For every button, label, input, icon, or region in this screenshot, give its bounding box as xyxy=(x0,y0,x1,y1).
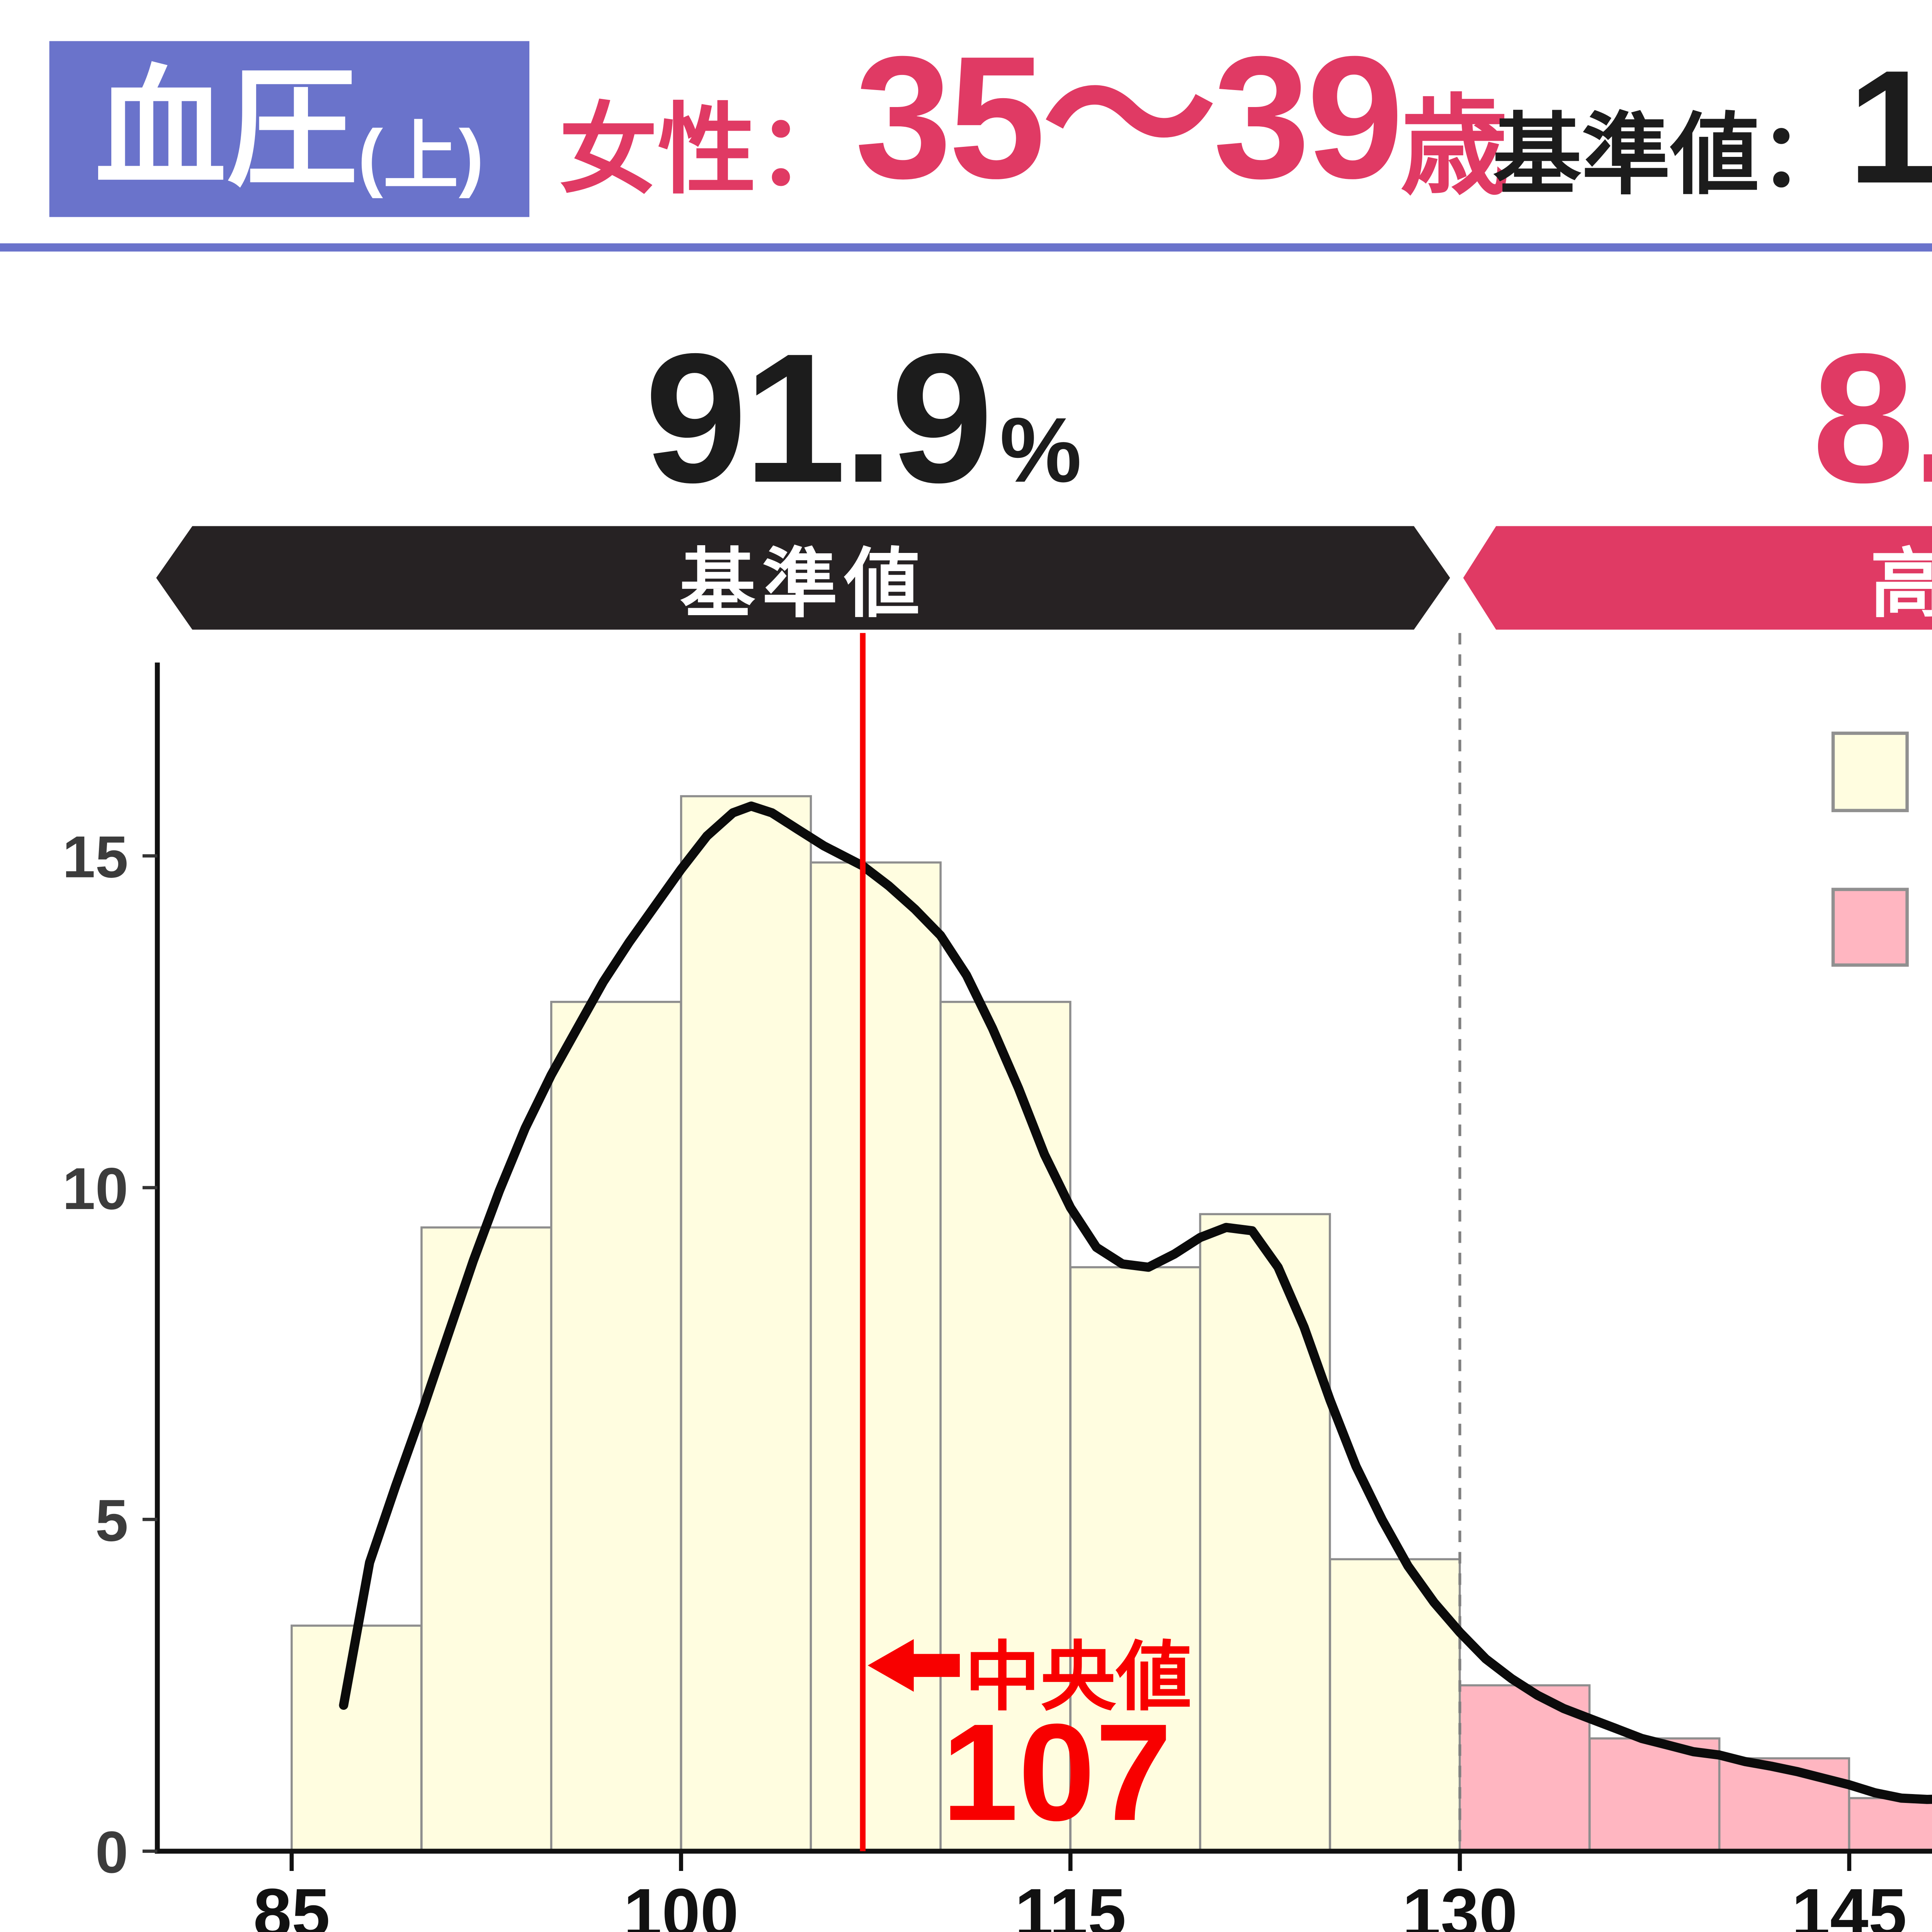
subject-label: 女性： xyxy=(559,95,855,206)
normal-range-banner-label: 基準値 xyxy=(680,540,927,626)
high-range-banner: 高値 xyxy=(1463,526,1932,630)
subject-age-unit: 歳 xyxy=(1400,85,1509,207)
reference-value: 130 xyxy=(1848,36,1932,217)
median-label: 中央値 xyxy=(965,1635,1192,1719)
histogram-bar-95 xyxy=(550,1001,682,1852)
x-tick-label-145: 145 xyxy=(1792,1874,1907,1932)
normal-percentage-symbol: % xyxy=(1000,398,1082,502)
density-curve xyxy=(339,801,1932,1804)
histogram-bar-100 xyxy=(680,795,812,1852)
median-arrow-icon xyxy=(867,1639,960,1692)
subject-age-range: 35～39 xyxy=(855,22,1403,216)
legend-swatch-high xyxy=(1831,888,1909,967)
reference-value-group: 基準値：130mmHg未満 xyxy=(1493,0,1932,217)
metric-title-box: 血圧 (上) xyxy=(49,41,530,217)
histogram-bar-85 xyxy=(291,1624,423,1852)
high-percentage-value: 8.1 xyxy=(1812,315,1932,521)
x-tick-label-130: 130 xyxy=(1402,1874,1517,1932)
histogram-bar-110 xyxy=(939,1001,1071,1852)
high-percentage: 8.1% xyxy=(1628,327,1932,557)
histogram-bar-90 xyxy=(420,1226,553,1852)
normal-percentage-value: 91.9 xyxy=(645,315,993,521)
x-tick-label-100: 100 xyxy=(623,1874,738,1932)
y-tick-label-5: 5 xyxy=(95,1488,128,1554)
header-underline xyxy=(0,243,1932,252)
histogram-bar-115 xyxy=(1069,1266,1201,1852)
normal-range-banner: 基準値 xyxy=(156,526,1450,630)
histogram-bar-120 xyxy=(1199,1213,1331,1852)
histogram-bar-145 xyxy=(1848,1797,1932,1852)
high-range-banner-label: 高値 xyxy=(1870,526,1932,630)
subject-group: 女性： 35～39 歳 xyxy=(559,0,1509,217)
histogram-bar-105 xyxy=(810,861,942,1852)
metric-title-suffix: (上) xyxy=(358,113,484,199)
y-tick-label-0: 0 xyxy=(95,1819,128,1885)
y-tick-label-10: 10 xyxy=(63,1156,128,1222)
y-tick-label-15: 15 xyxy=(63,824,128,890)
x-tick-label-115: 115 xyxy=(1015,1874,1126,1932)
metric-title: 血圧 xyxy=(95,56,358,202)
normal-percentage: 91.9% xyxy=(493,327,1233,557)
x-tick-label-85: 85 xyxy=(253,1874,330,1932)
distribution-chart: 05101585100115130145160中央値107 xyxy=(63,633,1932,1932)
reference-label: 基準値： xyxy=(1493,107,1848,206)
legend-swatch-normal xyxy=(1831,731,1909,812)
median-value: 107 xyxy=(942,1695,1172,1849)
